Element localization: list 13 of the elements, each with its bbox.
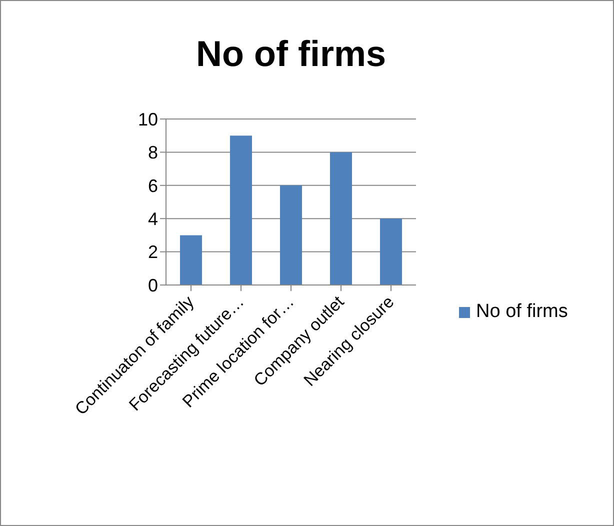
bar [380, 218, 402, 285]
y-tick-label: 0 [148, 275, 158, 296]
bar [330, 152, 352, 285]
y-tick-label: 8 [148, 142, 158, 163]
y-tick-label: 2 [148, 242, 158, 262]
y-tick-label: 10 [138, 109, 158, 130]
chart-title: No of firms [194, 33, 387, 75]
legend-label: No of firms [475, 301, 569, 323]
bar [230, 136, 252, 285]
y-tick-label: 6 [148, 176, 158, 196]
y-tick-label: 4 [148, 208, 158, 229]
bar [280, 185, 302, 285]
bar [180, 235, 202, 285]
